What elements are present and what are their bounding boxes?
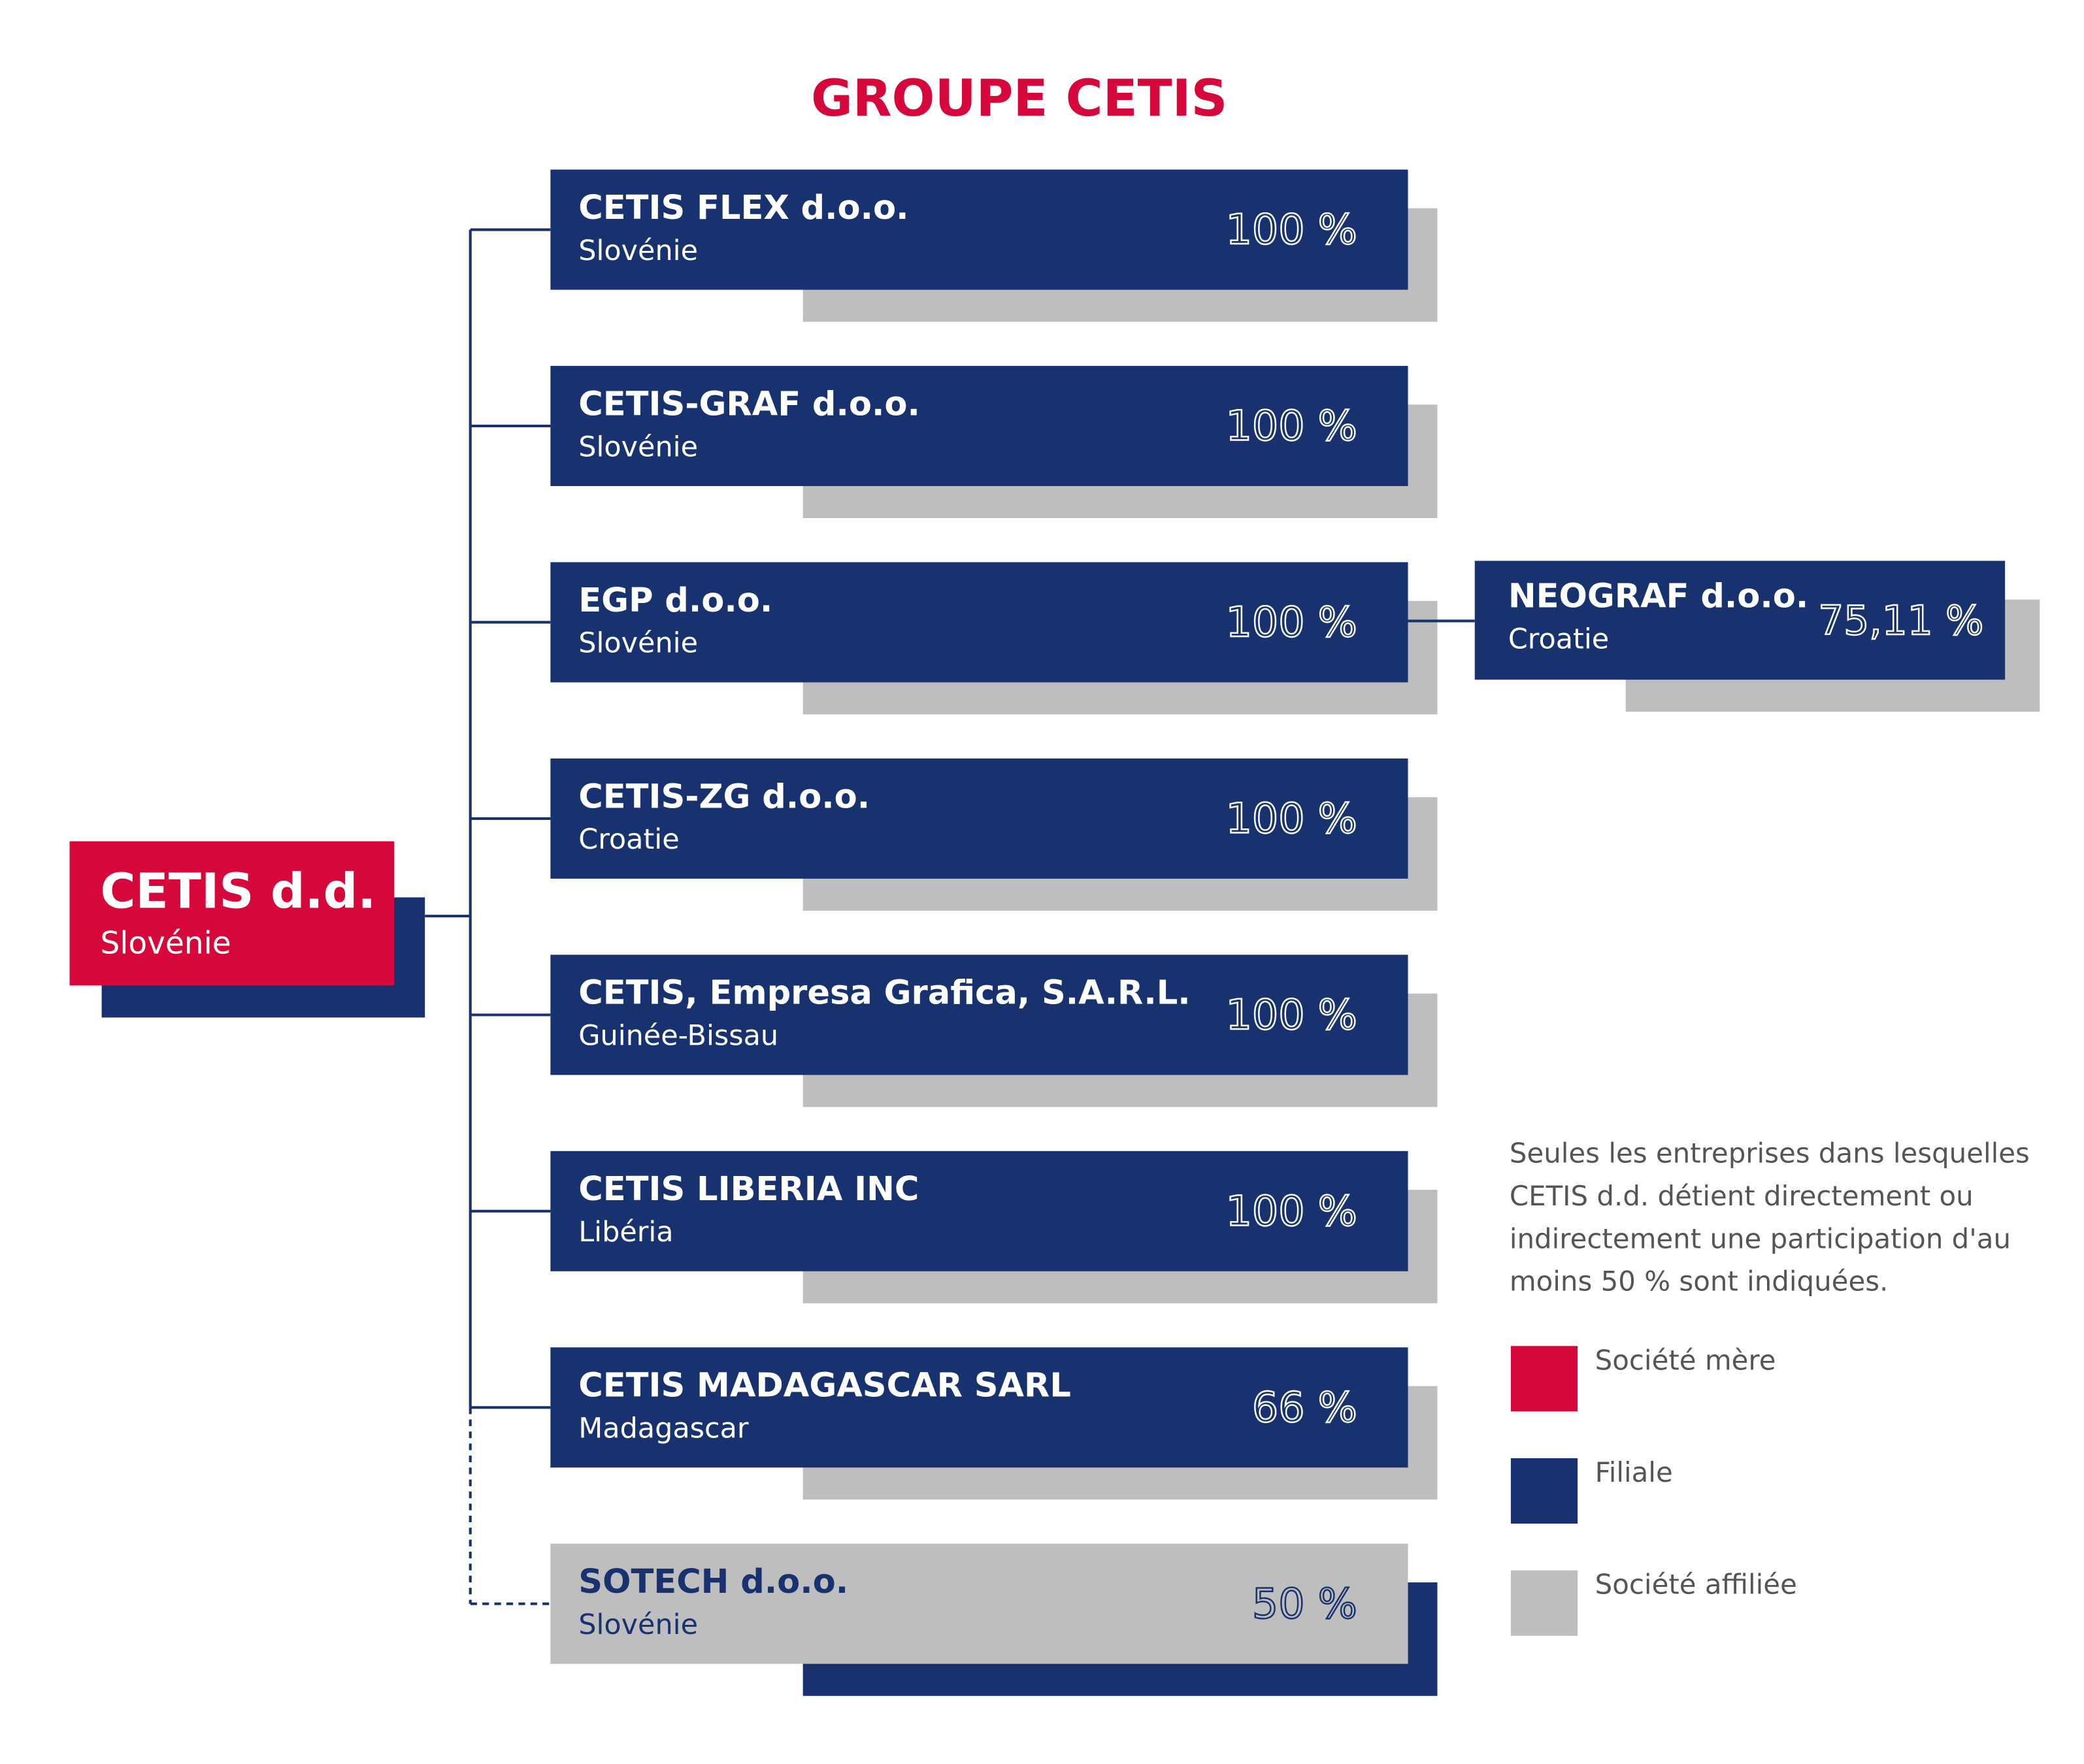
company-country: Slovénie [578,627,698,660]
company-name: EGP d.o.o. [578,581,772,620]
legend-label: Filiale [1595,1456,1673,1488]
company-share: 100 % [1226,598,1357,646]
title: GROUPE CETIS [811,69,1227,128]
company-share: 100 % [1226,1186,1357,1235]
parent-box [69,841,395,986]
company-box [550,169,1408,290]
company-share: 100 % [1226,205,1357,253]
company-name: CETIS, Empresa Grafica, S.A.R.L. [578,974,1190,1013]
company-country: Libéria [578,1216,673,1249]
company-country: Slovénie [578,431,698,463]
company-share: 100 % [1226,990,1357,1039]
note-line: moins 50 % sont indiquées. [1510,1266,1889,1298]
note-line: Seules les entreprises dans lesquelles [1510,1137,2030,1169]
company-name: CETIS-GRAF d.o.o. [578,385,920,423]
company-name: CETIS-ZG d.o.o. [578,777,870,816]
company-country: Guinée-Bissau [578,1020,778,1053]
legend-swatch [1510,1458,1578,1524]
company-share: 100 % [1226,794,1357,843]
parent-name: CETIS d.d. [101,864,376,919]
company-box [550,1543,1408,1664]
note-line: indirectement une participation d'au [1510,1222,2011,1254]
company-share: 75,11 % [1818,598,1983,644]
company-name: SOTECH d.o.o. [578,1563,848,1601]
company-box [550,1347,1408,1468]
company-share: 50 % [1252,1579,1357,1627]
company-country: Croatie [1508,623,1609,656]
note-line: CETIS d.d. détient directement ou [1510,1180,1974,1212]
legend-label: Société mère [1595,1344,1776,1376]
company-box [550,955,1408,1075]
company-share: 100 % [1226,402,1357,450]
company-name: CETIS FLEX d.o.o. [578,189,908,227]
company-name: CETIS MADAGASCAR SARL [578,1367,1071,1405]
company-box [550,758,1408,879]
company-box [1474,561,2006,680]
legend-swatch [1510,1570,1578,1636]
company-country: Slovénie [578,1609,698,1641]
company-country: Madagascar [578,1413,749,1445]
company-country: Croatie [578,823,679,856]
company-country: Slovénie [578,235,698,267]
company-box [550,1151,1408,1271]
company-name: CETIS LIBERIA INC [578,1170,919,1209]
company-name: NEOGRAF d.o.o. [1508,578,1808,616]
parent-country: Slovénie [101,926,231,962]
legend-label: Société affiliée [1595,1569,1797,1601]
company-share: 66 % [1252,1383,1357,1431]
company-box [550,562,1408,683]
legend-swatch [1510,1346,1578,1412]
company-box [550,366,1408,486]
